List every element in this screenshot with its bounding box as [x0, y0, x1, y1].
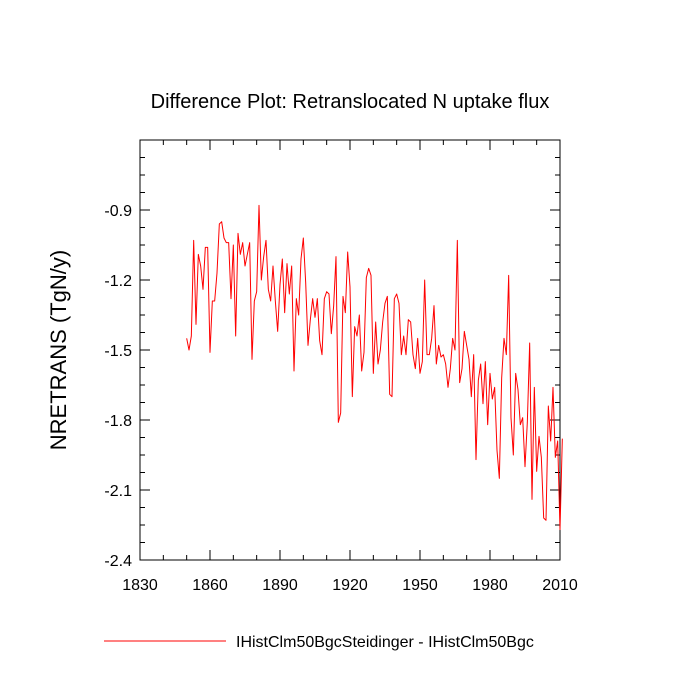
x-tick-label: 1980	[472, 577, 508, 594]
legend: IHistClm50BgcSteidinger - IHistClm50Bgc	[104, 634, 534, 651]
y-axis: -2.4 -2.1 -1.8 -1.5 -1.2 -0.9	[104, 139, 560, 570]
series-line	[186, 204, 563, 531]
plot-frame	[139, 139, 561, 561]
y-tick-label: -1.8	[104, 413, 132, 430]
chart-title: Difference Plot: Retranslocated N uptake…	[151, 91, 550, 113]
y-tick-label: -1.5	[104, 343, 132, 360]
y-tick-label: -0.9	[104, 203, 132, 220]
y-tick-label: -1.2	[104, 273, 132, 290]
y-tick-label: -2.4	[104, 553, 132, 570]
x-tick-label: 1860	[192, 577, 228, 594]
x-tick-label: 2010	[542, 577, 578, 594]
x-tick-label: 1830	[122, 577, 158, 594]
x-tick-label: 1950	[402, 577, 438, 594]
y-tick-label: -2.1	[104, 483, 132, 500]
x-tick-label: 1920	[332, 577, 368, 594]
legend-label: IHistClm50BgcSteidinger - IHistClm50Bgc	[236, 634, 534, 651]
x-tick-label: 1890	[262, 577, 298, 594]
x-axis: 1830 1860 1890 1920 1950 1980 2010	[122, 140, 578, 594]
y-axis-label: NRETRANS (TgN/y)	[46, 250, 71, 450]
series-layer	[186, 204, 563, 531]
